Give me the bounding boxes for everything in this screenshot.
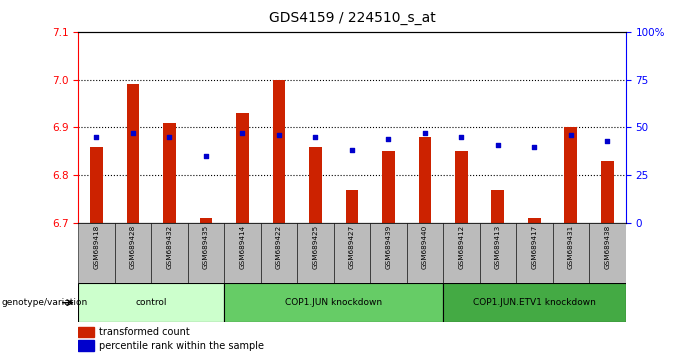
Point <box>456 134 466 140</box>
Text: transformed count: transformed count <box>99 327 190 337</box>
Point <box>310 134 321 140</box>
Bar <box>199 218 212 223</box>
Bar <box>115 223 151 283</box>
Bar <box>224 283 443 322</box>
Text: GSM689438: GSM689438 <box>605 225 611 269</box>
Text: GSM689427: GSM689427 <box>349 225 355 269</box>
Bar <box>479 223 516 283</box>
Text: GSM689425: GSM689425 <box>312 225 318 269</box>
Point <box>346 148 357 153</box>
Point <box>529 144 540 149</box>
Bar <box>309 147 322 223</box>
Bar <box>564 127 577 223</box>
Bar <box>455 152 468 223</box>
Point <box>91 134 102 140</box>
Bar <box>188 223 224 283</box>
Point <box>128 130 139 136</box>
Text: GSM689440: GSM689440 <box>422 225 428 269</box>
Bar <box>273 80 286 223</box>
Text: genotype/variation: genotype/variation <box>1 298 88 307</box>
Point <box>492 142 503 148</box>
Text: GSM689432: GSM689432 <box>167 225 173 269</box>
Bar <box>382 152 395 223</box>
Point <box>201 153 211 159</box>
Bar <box>297 223 334 283</box>
Point <box>565 132 576 138</box>
Bar <box>370 223 407 283</box>
Bar <box>78 327 94 337</box>
Bar <box>516 223 553 283</box>
Point <box>420 130 430 136</box>
Text: GSM689439: GSM689439 <box>386 225 392 269</box>
Bar <box>90 147 103 223</box>
Bar <box>492 190 505 223</box>
Point <box>237 130 248 136</box>
Text: GSM689435: GSM689435 <box>203 225 209 269</box>
Text: GSM689417: GSM689417 <box>531 225 537 269</box>
Bar <box>151 223 188 283</box>
Point <box>164 134 175 140</box>
Text: GSM689422: GSM689422 <box>276 225 282 269</box>
Text: COP1.JUN.ETV1 knockdown: COP1.JUN.ETV1 knockdown <box>473 298 596 307</box>
Bar <box>418 137 431 223</box>
Bar <box>334 223 370 283</box>
Bar <box>78 223 115 283</box>
Bar <box>260 223 297 283</box>
Text: GSM689418: GSM689418 <box>93 225 99 269</box>
Text: GSM689412: GSM689412 <box>458 225 464 269</box>
Text: GSM689428: GSM689428 <box>130 225 136 269</box>
Bar <box>78 341 94 351</box>
Bar <box>443 283 626 322</box>
Bar <box>78 283 224 322</box>
Bar <box>528 218 541 223</box>
Bar <box>163 123 176 223</box>
Bar <box>236 113 249 223</box>
Text: GSM689413: GSM689413 <box>495 225 501 269</box>
Bar <box>601 161 614 223</box>
Bar <box>224 223 260 283</box>
Point <box>273 132 284 138</box>
Point <box>602 138 613 144</box>
Text: percentile rank within the sample: percentile rank within the sample <box>99 341 264 351</box>
Text: GSM689431: GSM689431 <box>568 225 574 269</box>
Bar <box>589 223 626 283</box>
Point <box>383 136 394 142</box>
Bar <box>407 223 443 283</box>
Bar <box>553 223 589 283</box>
Bar <box>443 223 479 283</box>
Bar <box>126 85 139 223</box>
Text: COP1.JUN knockdown: COP1.JUN knockdown <box>285 298 382 307</box>
Bar <box>345 190 358 223</box>
Text: GSM689414: GSM689414 <box>239 225 245 269</box>
Text: GDS4159 / 224510_s_at: GDS4159 / 224510_s_at <box>269 11 435 25</box>
Text: control: control <box>135 298 167 307</box>
